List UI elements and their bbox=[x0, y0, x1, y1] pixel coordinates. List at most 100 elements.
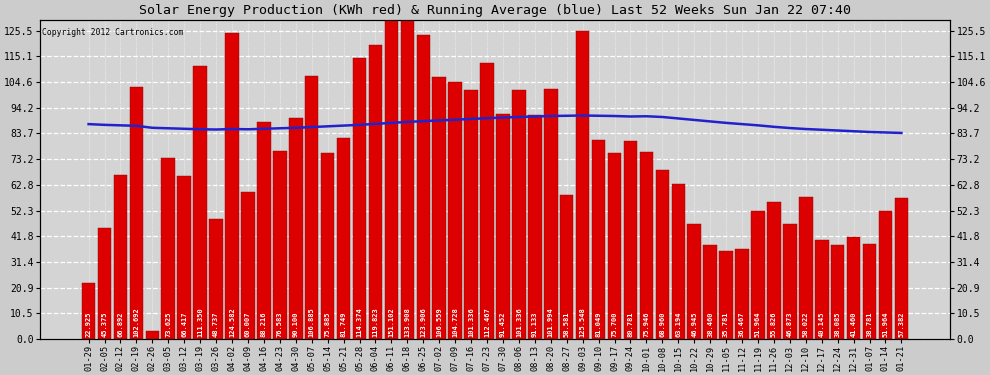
Bar bbox=[767, 202, 781, 339]
Bar bbox=[671, 184, 685, 339]
Text: 101.994: 101.994 bbox=[547, 308, 553, 337]
Bar bbox=[846, 237, 860, 339]
Bar bbox=[687, 224, 701, 339]
Bar bbox=[114, 175, 128, 339]
Text: 151.102: 151.102 bbox=[388, 308, 394, 337]
Bar bbox=[799, 196, 813, 339]
Bar bbox=[512, 90, 526, 339]
Text: 124.582: 124.582 bbox=[229, 308, 235, 337]
Text: 73.625: 73.625 bbox=[165, 312, 171, 337]
Bar bbox=[417, 35, 430, 339]
Bar bbox=[496, 114, 510, 339]
Bar bbox=[624, 141, 638, 339]
Text: 68.960: 68.960 bbox=[659, 312, 665, 337]
Text: 38.085: 38.085 bbox=[835, 312, 841, 337]
Bar bbox=[305, 76, 319, 339]
Bar bbox=[576, 31, 589, 339]
Text: 66.417: 66.417 bbox=[181, 312, 187, 337]
Text: 58.022: 58.022 bbox=[803, 312, 809, 337]
Text: 51.964: 51.964 bbox=[882, 312, 888, 337]
Text: 57.382: 57.382 bbox=[898, 312, 905, 337]
Bar bbox=[862, 244, 876, 339]
Bar bbox=[720, 251, 733, 339]
Text: 80.781: 80.781 bbox=[628, 312, 634, 337]
Text: 66.892: 66.892 bbox=[118, 312, 124, 337]
Bar bbox=[751, 211, 764, 339]
Text: 46.945: 46.945 bbox=[691, 312, 697, 337]
Text: 114.374: 114.374 bbox=[356, 308, 362, 337]
Bar bbox=[177, 176, 191, 339]
Bar bbox=[289, 118, 303, 339]
Text: 48.737: 48.737 bbox=[213, 312, 219, 337]
Bar bbox=[464, 90, 478, 339]
Text: 111.350: 111.350 bbox=[197, 308, 203, 337]
Bar bbox=[608, 153, 622, 339]
Text: 55.826: 55.826 bbox=[771, 312, 777, 337]
Text: 81.749: 81.749 bbox=[341, 312, 346, 337]
Text: 36.467: 36.467 bbox=[740, 312, 745, 337]
Bar bbox=[161, 158, 175, 339]
Text: 106.885: 106.885 bbox=[309, 308, 315, 337]
Text: 91.452: 91.452 bbox=[500, 312, 506, 337]
Text: 112.467: 112.467 bbox=[484, 308, 490, 337]
Text: 75.946: 75.946 bbox=[644, 312, 649, 337]
Text: 38.460: 38.460 bbox=[707, 312, 713, 337]
Bar bbox=[98, 228, 111, 339]
Bar bbox=[831, 246, 844, 339]
Text: 102.692: 102.692 bbox=[134, 308, 140, 337]
Text: 51.964: 51.964 bbox=[755, 312, 761, 337]
Text: 88.216: 88.216 bbox=[261, 312, 267, 337]
Bar bbox=[640, 153, 653, 339]
Bar bbox=[544, 88, 557, 339]
Text: 40.145: 40.145 bbox=[819, 312, 825, 337]
Bar bbox=[783, 224, 797, 339]
Bar bbox=[815, 240, 829, 339]
Text: 123.906: 123.906 bbox=[421, 308, 427, 337]
Bar bbox=[209, 219, 223, 339]
Bar bbox=[368, 45, 382, 339]
Bar bbox=[480, 63, 494, 339]
Bar bbox=[448, 82, 462, 339]
Bar bbox=[879, 211, 892, 339]
Text: 91.133: 91.133 bbox=[532, 312, 538, 337]
Bar bbox=[592, 140, 605, 339]
Bar bbox=[146, 331, 159, 339]
Bar bbox=[352, 58, 366, 339]
Bar bbox=[528, 115, 542, 339]
Text: 101.336: 101.336 bbox=[468, 308, 474, 337]
Text: 133.908: 133.908 bbox=[404, 308, 410, 337]
Text: 75.885: 75.885 bbox=[325, 312, 331, 337]
Text: 22.925: 22.925 bbox=[85, 312, 92, 337]
Bar bbox=[130, 87, 144, 339]
Bar bbox=[655, 170, 669, 339]
Bar bbox=[273, 151, 287, 339]
Title: Solar Energy Production (KWh red) & Running Average (blue) Last 52 Weeks Sun Jan: Solar Energy Production (KWh red) & Runn… bbox=[139, 4, 851, 17]
Text: 63.194: 63.194 bbox=[675, 312, 681, 337]
Text: 45.375: 45.375 bbox=[102, 312, 108, 337]
Bar bbox=[736, 249, 748, 339]
Text: 38.781: 38.781 bbox=[866, 312, 872, 337]
Text: 60.007: 60.007 bbox=[245, 312, 250, 337]
Text: 90.100: 90.100 bbox=[293, 312, 299, 337]
Text: 81.049: 81.049 bbox=[596, 312, 602, 337]
Bar bbox=[703, 244, 717, 339]
Text: 119.823: 119.823 bbox=[372, 308, 378, 337]
Text: 125.548: 125.548 bbox=[580, 308, 586, 337]
Text: 101.336: 101.336 bbox=[516, 308, 522, 337]
Bar bbox=[193, 66, 207, 339]
Bar bbox=[337, 138, 350, 339]
Bar bbox=[242, 192, 254, 339]
Bar bbox=[433, 77, 446, 339]
Text: 46.873: 46.873 bbox=[787, 312, 793, 337]
Text: Copyright 2012 Cartronics.com: Copyright 2012 Cartronics.com bbox=[43, 28, 184, 37]
Text: 35.781: 35.781 bbox=[723, 312, 729, 337]
Bar bbox=[560, 195, 573, 339]
Bar bbox=[321, 153, 335, 339]
Bar bbox=[82, 283, 95, 339]
Text: 58.581: 58.581 bbox=[563, 312, 569, 337]
Bar bbox=[257, 122, 270, 339]
Text: 75.700: 75.700 bbox=[612, 312, 618, 337]
Bar bbox=[226, 33, 239, 339]
Text: 106.559: 106.559 bbox=[437, 308, 443, 337]
Text: 76.583: 76.583 bbox=[277, 312, 283, 337]
